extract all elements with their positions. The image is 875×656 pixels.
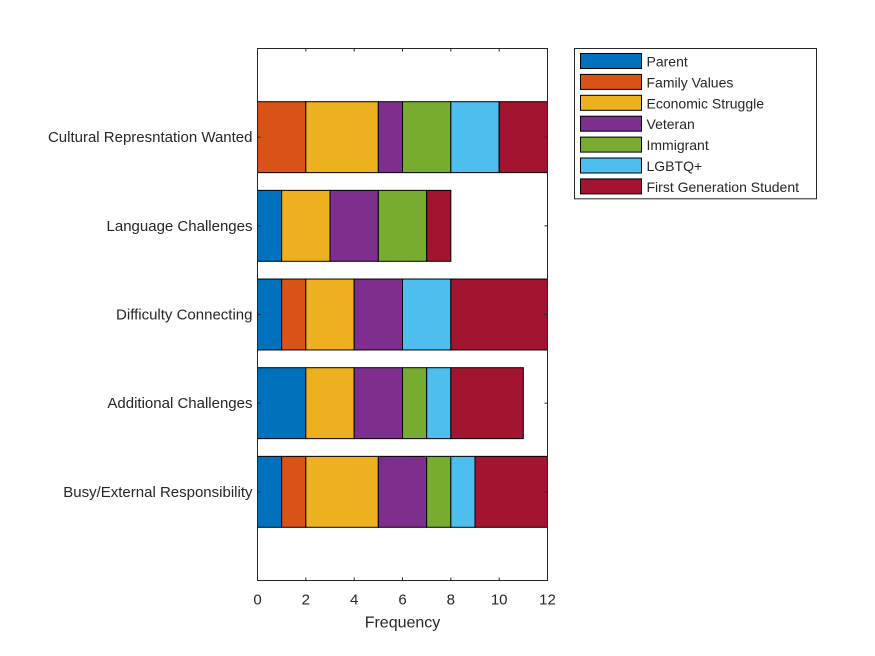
bar-segment [426, 455, 452, 528]
legend-swatch [580, 73, 642, 90]
legend-swatch [580, 115, 642, 132]
x-tick-label: 10 [491, 592, 508, 609]
legend-label: Veteran [647, 116, 695, 132]
y-tick-label: Language Challenges [107, 218, 253, 235]
bar-segment [450, 101, 500, 174]
bar-segment [377, 189, 428, 262]
y-tick-label: Busy/External Responsibility [63, 484, 253, 501]
bar-segment [281, 278, 307, 351]
legend-swatch [580, 178, 642, 195]
legend-label: First Generation Student [647, 179, 800, 195]
bar-segment [281, 455, 307, 528]
legend-label: Economic Struggle [647, 95, 765, 111]
bar-segment [353, 278, 403, 351]
bar-segment [450, 367, 524, 440]
legend-swatch [580, 157, 642, 174]
x-tick-label: 12 [539, 592, 556, 609]
legend: Parent Family Values Economic Struggle Vete… [574, 48, 817, 200]
legend-swatch [580, 94, 642, 111]
legend-swatch [580, 53, 642, 69]
legend-label: Immigrant [647, 137, 709, 153]
bar-segment [257, 101, 307, 174]
x-tick-label: 4 [350, 592, 358, 609]
x-axis: 0 2 4 6 8 10 12 [253, 48, 556, 609]
bar-segment [426, 367, 452, 440]
bar-segment [402, 367, 428, 440]
bar-segment [257, 367, 307, 440]
bar-segment [474, 455, 548, 528]
x-axis-label: Frequency [365, 615, 441, 632]
bar-segment [257, 278, 283, 351]
bar-segment [329, 189, 379, 262]
legend-label: Parent [647, 54, 688, 70]
y-tick-label: Difficulty Connecting [116, 307, 252, 324]
bar-segment [450, 278, 549, 351]
bar-segment [305, 455, 379, 528]
bar-segment [377, 101, 404, 174]
x-tick-label: 8 [447, 592, 455, 609]
bar-segment [426, 189, 452, 262]
y-tick-label: Cultural Represntation Wanted [48, 129, 253, 146]
bar-segment [402, 278, 452, 351]
legend-label: LGBTQ+ [647, 158, 703, 174]
bar-segment [281, 189, 331, 262]
y-axis: Busy/External Responsibility Additional C… [48, 129, 548, 501]
bar-segment [498, 101, 548, 174]
x-tick-label: 6 [398, 592, 406, 609]
legend-label: Family Values [647, 74, 734, 90]
bar-segment [305, 278, 355, 351]
bar-segment [305, 367, 355, 440]
legend-swatch [580, 136, 642, 153]
y-tick-label: Additional Challenges [107, 395, 252, 412]
bar-segment [402, 101, 452, 174]
bar-segment [450, 455, 476, 528]
bar-segment [257, 455, 283, 528]
x-tick-label: 0 [253, 592, 261, 609]
bar-segment [353, 367, 403, 440]
bar-segment [257, 189, 283, 262]
bar-segment [305, 101, 379, 174]
bars-layer [257, 101, 549, 528]
x-tick-label: 2 [302, 592, 310, 609]
bar-segment [377, 455, 428, 528]
